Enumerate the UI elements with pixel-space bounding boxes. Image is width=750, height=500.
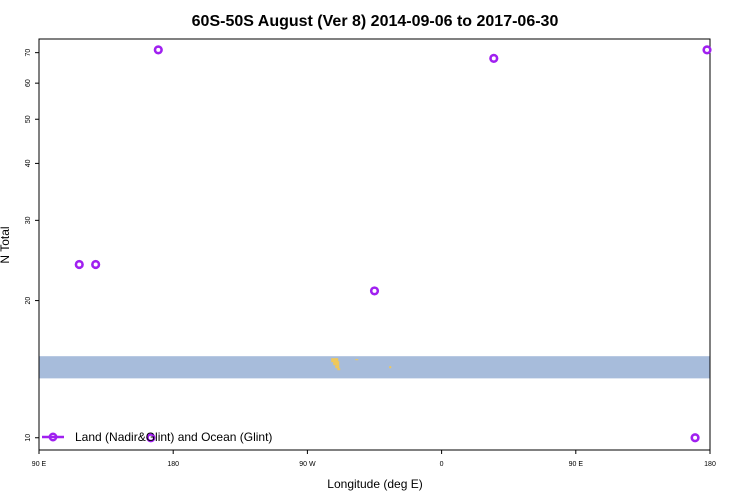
y-tick-label: 10 bbox=[25, 434, 32, 442]
chart-title: 60S-50S August (Ver 8) 2014-09-06 to 201… bbox=[192, 13, 559, 30]
legend-label: Land (Nadir&Glint) and Ocean (Glint) bbox=[75, 430, 272, 444]
legend: Land (Nadir&Glint) and Ocean (Glint) bbox=[42, 430, 272, 444]
land-mark bbox=[331, 358, 339, 363]
data-point bbox=[489, 53, 499, 63]
y-tick-label: 70 bbox=[25, 49, 32, 57]
x-tick-label: 0 bbox=[440, 461, 444, 468]
land-mark bbox=[333, 361, 340, 366]
x-tick-label: 90 W bbox=[299, 461, 316, 468]
land-mark bbox=[355, 359, 359, 361]
data-point bbox=[690, 433, 700, 443]
land-mark bbox=[335, 365, 340, 369]
y-axis-label: N Total bbox=[0, 226, 12, 263]
y-tick-label: 40 bbox=[25, 159, 32, 167]
data-point bbox=[702, 45, 712, 55]
x-tick-label: 90 E bbox=[32, 461, 47, 468]
data-point bbox=[91, 259, 101, 270]
y-tick-label: 30 bbox=[25, 216, 32, 224]
data-point bbox=[369, 286, 380, 296]
data-point bbox=[153, 45, 163, 55]
legend-marker bbox=[48, 432, 58, 442]
plot-frame bbox=[38, 38, 711, 451]
x-tick-label: 180 bbox=[167, 461, 179, 468]
x-tick-label: 90 E bbox=[569, 461, 584, 468]
x-tick-label: 180 bbox=[704, 461, 716, 468]
y-tick-label: 50 bbox=[25, 115, 32, 123]
y-tick-label: 60 bbox=[25, 79, 32, 87]
data-point bbox=[74, 259, 84, 270]
x-axis: 90 E 180 90 W 0 90 E 180 bbox=[32, 450, 716, 468]
y-axis: 10 20 30 40 50 60 70 bbox=[25, 49, 39, 442]
data-point bbox=[146, 433, 156, 443]
land-mark bbox=[389, 366, 392, 369]
land-mark bbox=[337, 368, 341, 371]
y-tick-label: 20 bbox=[25, 297, 32, 305]
land-marks bbox=[331, 358, 392, 371]
background-band bbox=[39, 356, 710, 379]
x-axis-label: Longitude (deg E) bbox=[327, 477, 422, 491]
data-points bbox=[74, 45, 712, 443]
